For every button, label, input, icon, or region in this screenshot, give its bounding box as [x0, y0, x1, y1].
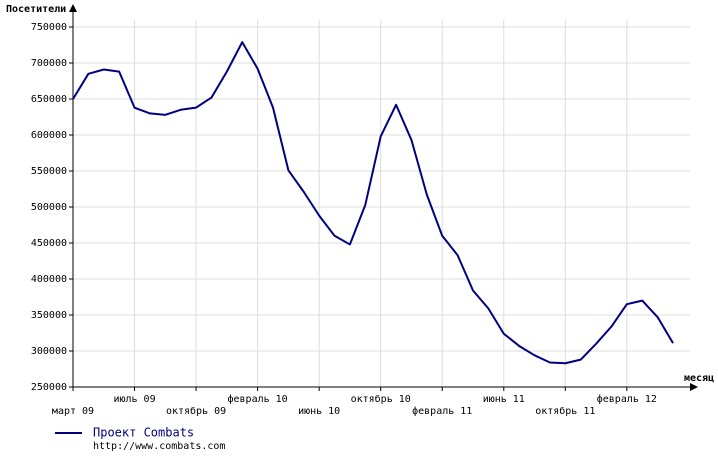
x-tick-label: июль 09	[113, 394, 155, 405]
y-tick-label: 600000	[31, 130, 67, 141]
legend-source: http://www.combats.com	[93, 441, 225, 452]
y-tick-label: 500000	[31, 202, 67, 213]
y-tick-label: 350000	[31, 310, 67, 321]
legend-label: Проект Combats	[93, 426, 194, 440]
x-tick-label: март 09	[52, 406, 94, 417]
x-axis-label: месяц	[684, 373, 714, 384]
y-tick-label: 750000	[31, 22, 67, 33]
y-tick-label: 400000	[31, 274, 67, 285]
y-axis-arrow	[69, 4, 77, 12]
x-tick-label: июнь 10	[298, 406, 340, 417]
y-tick-label: 650000	[31, 94, 67, 105]
data-line	[72, 41, 674, 365]
x-tick-label: октябрь 11	[535, 405, 595, 417]
y-axis-label: Посетители	[6, 4, 66, 15]
y-tick-label: 550000	[31, 166, 67, 177]
y-tick-label: 450000	[31, 238, 67, 249]
y-tick-label: 300000	[31, 346, 67, 357]
y-tick-label: 700000	[31, 58, 67, 69]
x-tick-label: февраль 12	[597, 393, 657, 405]
x-axis-arrow	[690, 383, 698, 391]
x-tick-label: июнь 11	[483, 394, 525, 405]
y-tick-label: 250000	[31, 382, 67, 393]
x-tick-label: февраль 11	[412, 405, 472, 417]
x-tick-label: февраль 10	[228, 393, 288, 405]
x-tick-label: октябрь 10	[351, 393, 411, 405]
x-tick-label: октябрь 09	[166, 405, 226, 417]
